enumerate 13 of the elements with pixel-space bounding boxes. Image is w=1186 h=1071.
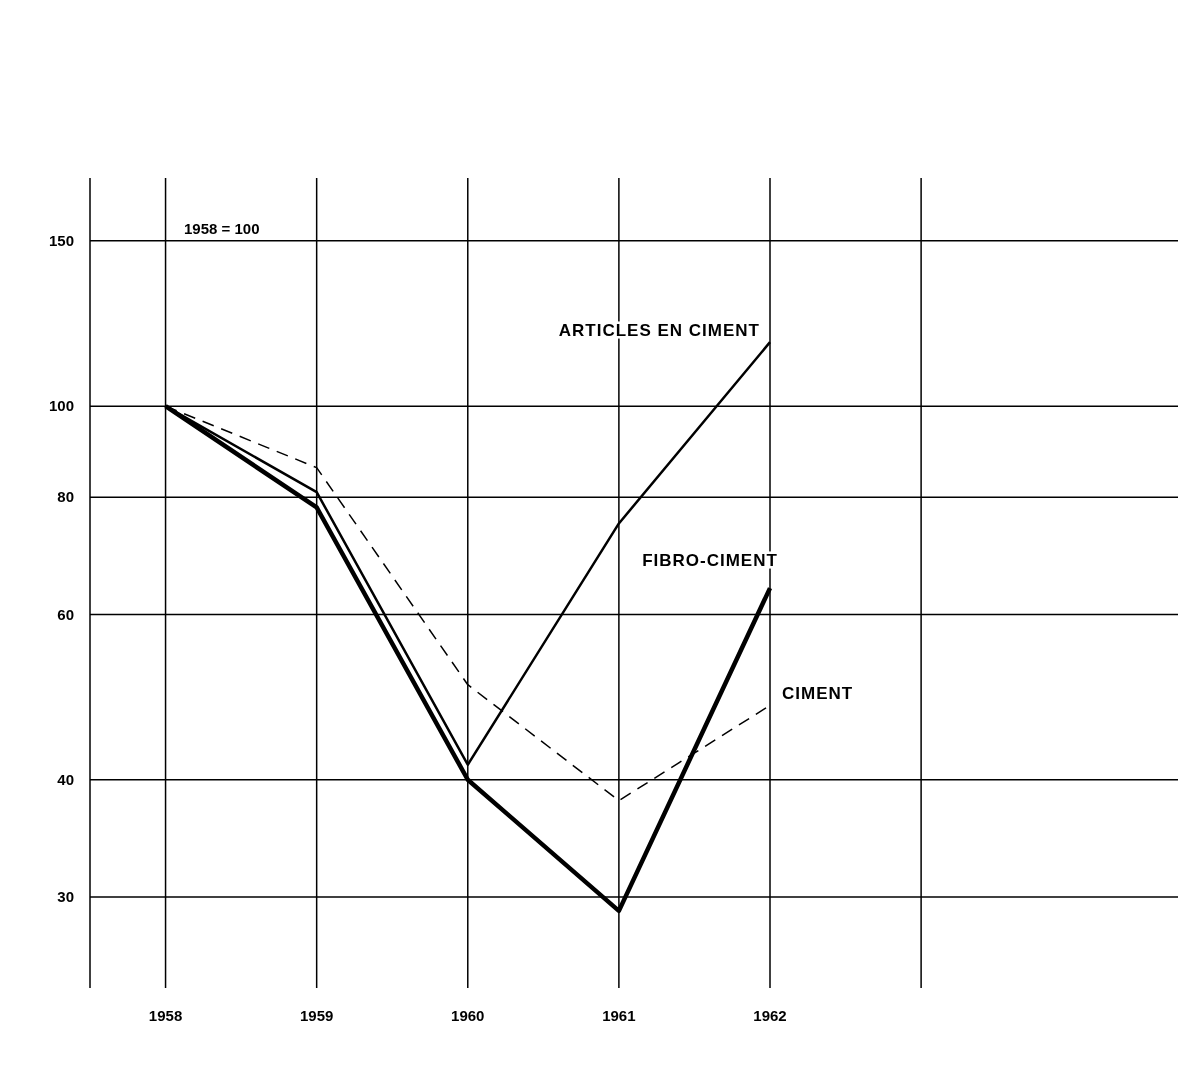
- series-label: CIMENT: [782, 684, 854, 704]
- y-tick-label: 150: [48, 232, 74, 250]
- x-tick-label: 1959: [299, 1006, 334, 1024]
- x-tick-label: 1961: [602, 1006, 636, 1024]
- y-tick-label: 80: [57, 488, 74, 506]
- x-tick-label: 1958: [148, 1006, 183, 1024]
- y-tick-label: 40: [57, 771, 74, 789]
- y-tick-label: 100: [48, 397, 74, 415]
- y-tick-label: 30: [57, 888, 74, 906]
- x-tick-label: 1962: [753, 1006, 787, 1024]
- x-tick-label: 1960: [451, 1006, 485, 1024]
- y-tick-label: 60: [57, 605, 74, 623]
- annotation: 1958 = 100: [184, 220, 260, 237]
